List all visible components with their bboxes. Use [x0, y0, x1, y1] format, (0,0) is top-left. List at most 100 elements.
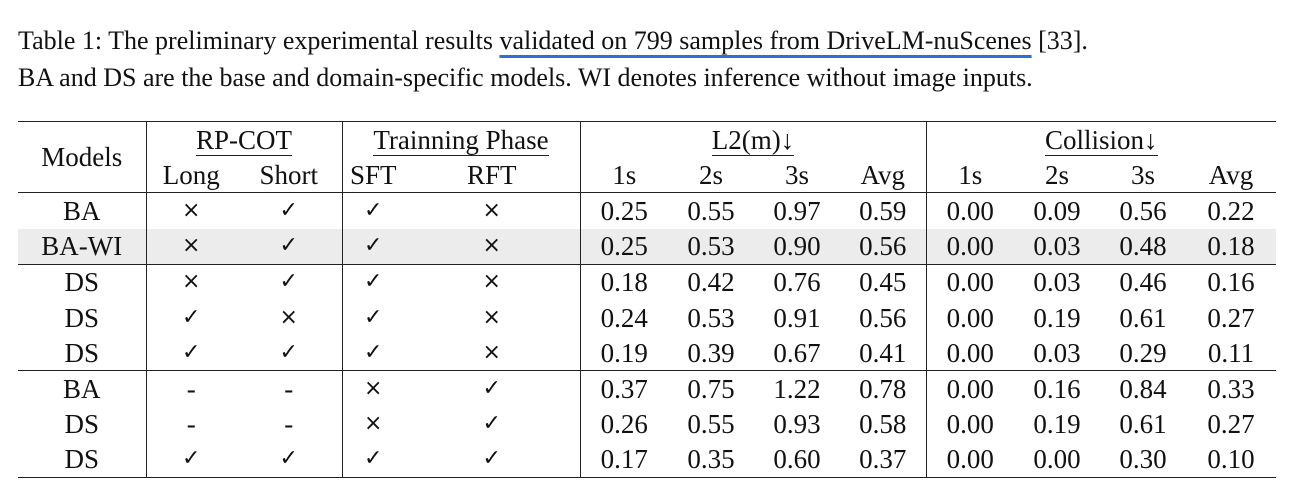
sft-cell: ✓ [342, 192, 404, 229]
collision-avg-cell: 0.22 [1186, 192, 1276, 229]
collision-1s-cell: 0.00 [926, 370, 1014, 407]
l2-1s-cell: 0.37 [580, 370, 668, 407]
l2-3s-cell: 1.22 [754, 370, 840, 407]
collision-avg-cell: 0.27 [1207, 409, 1255, 440]
model-cell: BA-WI [18, 228, 147, 265]
short-cell: ✓ [236, 441, 343, 478]
header-training-phase: Trainning Phase [342, 121, 581, 158]
table-row: DS ✓ ✓ ✓ × 0.19 0.39 0.67 0.41 0.00 0.03 0.29 0.11 [18, 335, 1276, 371]
sft-cell: ✓ [342, 228, 404, 265]
collision-avg-cell: 0.10 [1186, 441, 1276, 478]
long-cell: × [146, 263, 236, 300]
sft-cell: ✓ [364, 304, 383, 330]
collision-3s-cell: 0.56 [1100, 192, 1186, 229]
l2-1s-cell: 0.19 [600, 337, 648, 368]
short-cell: - [236, 406, 343, 442]
caption-suffix: [33]. [1031, 26, 1088, 55]
short-cell: ✓ [236, 228, 343, 265]
collision-avg-cell: 0.11 [1207, 337, 1255, 368]
long-cell: × [146, 228, 236, 265]
long-cell: - [186, 409, 196, 440]
header-rft: RFT [404, 157, 581, 194]
table-row: BA × ✓ ✓ × 0.25 0.55 0.97 0.59 0.00 0.09 0.56 0.22 [18, 192, 1276, 229]
collision-2s-cell: 0.19 [1033, 409, 1081, 440]
collision-1s-cell: 0.00 [926, 228, 1014, 265]
header-l2: L2(m)↓ [580, 121, 927, 158]
l2-avg-cell: 0.58 [840, 406, 927, 442]
collision-2s-cell: 0.00 [1014, 441, 1100, 478]
l2-2s-cell: 0.75 [668, 370, 754, 407]
long-cell: ✓ [146, 441, 236, 478]
l2-2s-cell: 0.39 [687, 337, 735, 368]
l2-2s-cell: 0.55 [668, 192, 754, 229]
collision-1s-cell: 0.00 [926, 263, 1014, 300]
l2-1s-cell: 0.26 [600, 409, 648, 440]
l2-avg-cell: 0.41 [840, 335, 927, 371]
model-cell: BA [18, 370, 147, 407]
model-cell: DS [18, 441, 147, 478]
table-body: BA × ✓ ✓ × 0.25 0.55 0.97 0.59 0.00 0.09 0.56 0.22 BA… [18, 192, 1276, 478]
collision-3s-cell: 0.30 [1100, 441, 1186, 478]
collision-1s-cell: 0.00 [926, 192, 1014, 229]
l2-3s-cell: 0.90 [754, 228, 840, 265]
l2-3s-cell: 0.76 [754, 263, 840, 300]
header-rp-cot: RP-COT [146, 121, 343, 158]
l2-2s-cell: 0.42 [668, 263, 754, 300]
header-short: Short [236, 157, 343, 194]
model-cell: BA [18, 192, 147, 229]
short-cell: ✓ [236, 263, 343, 300]
rft-cell: × [404, 263, 581, 300]
long-cell: - [146, 370, 236, 407]
rft-cell: × [404, 299, 581, 336]
collision-3s-cell: 0.48 [1100, 228, 1186, 265]
sft-cell: × [364, 411, 383, 437]
collision-2s-cell: 0.03 [1014, 263, 1100, 300]
sft-cell: ✓ [342, 263, 404, 300]
header-collision-3s: 3s [1100, 157, 1186, 194]
table-row: DS ✓ ✓ ✓ ✓ 0.17 0.35 0.60 0.37 0.00 0.00 0.30 0.10 [18, 441, 1276, 478]
l2-1s-cell: 0.25 [580, 192, 668, 229]
l2-avg-cell: 0.37 [840, 441, 927, 478]
table-caption: Table 1: The preliminary experimental re… [18, 22, 1288, 96]
table-row: BA - - × ✓ 0.37 0.75 1.22 0.78 0.00 0.16 0.84 0.33 [18, 370, 1276, 407]
header-l2-avg: Avg [840, 157, 927, 194]
sft-cell: ✓ [342, 441, 404, 478]
collision-1s-cell: 0.00 [946, 409, 994, 440]
collision-3s-cell: 0.46 [1100, 263, 1186, 300]
short-cell: ✓ [236, 335, 343, 371]
caption-prefix: Table 1: The preliminary experimental re… [18, 26, 500, 55]
collision-3s-cell: 0.29 [1119, 337, 1167, 368]
long-cell: × [146, 192, 236, 229]
table-row: DS - - × ✓ 0.26 0.55 0.93 0.58 0.00 0.19 0.61 0.27 [18, 406, 1276, 442]
header-row-subcolumns: Long Short SFT RFT 1s 2s 3s Avg 1s 2s 3s… [18, 157, 1276, 194]
header-row-groups: Models RP-COT Trainning Phase L2(m)↓ Col… [18, 120, 1276, 193]
collision-2s-cell: 0.16 [1014, 370, 1100, 407]
header-l2-3s: 3s [754, 157, 840, 194]
model-cell: DS [18, 263, 147, 300]
l2-1s-cell: 0.17 [580, 441, 668, 478]
collision-avg-cell: 0.16 [1186, 263, 1276, 300]
l2-2s-cell: 0.35 [668, 441, 754, 478]
l2-2s-cell: 0.53 [668, 228, 754, 265]
header-long: Long [146, 157, 236, 194]
collision-avg-cell: 0.27 [1207, 302, 1255, 333]
short-cell: ✓ [236, 192, 343, 229]
collision-avg-cell: 0.33 [1186, 370, 1276, 407]
l2-1s-cell: 0.18 [580, 263, 668, 300]
l2-3s-cell: 0.60 [754, 441, 840, 478]
l2-3s-cell: 0.93 [773, 409, 821, 440]
header-collision: Collision↓ [926, 121, 1276, 158]
results-table: Models RP-COT Trainning Phase L2(m)↓ Col… [18, 120, 1276, 478]
collision-2s-cell: 0.03 [1033, 337, 1081, 368]
caption-line-1: Table 1: The preliminary experimental re… [18, 22, 1288, 59]
l2-3s-cell: 0.67 [773, 337, 821, 368]
rft-cell: × [404, 192, 581, 229]
l2-avg-cell: 0.56 [840, 228, 927, 265]
collision-1s-cell: 0.00 [926, 441, 1014, 478]
header-models: Models [18, 120, 147, 193]
table-row: DS ✓ × ✓ × 0.24 0.53 0.91 0.56 0.00 0.19 0.61 0.27 [18, 299, 1276, 336]
collision-3s-cell: 0.61 [1119, 302, 1167, 333]
l2-2s-cell: 0.53 [687, 302, 735, 333]
long-cell: ✓ [182, 304, 201, 330]
